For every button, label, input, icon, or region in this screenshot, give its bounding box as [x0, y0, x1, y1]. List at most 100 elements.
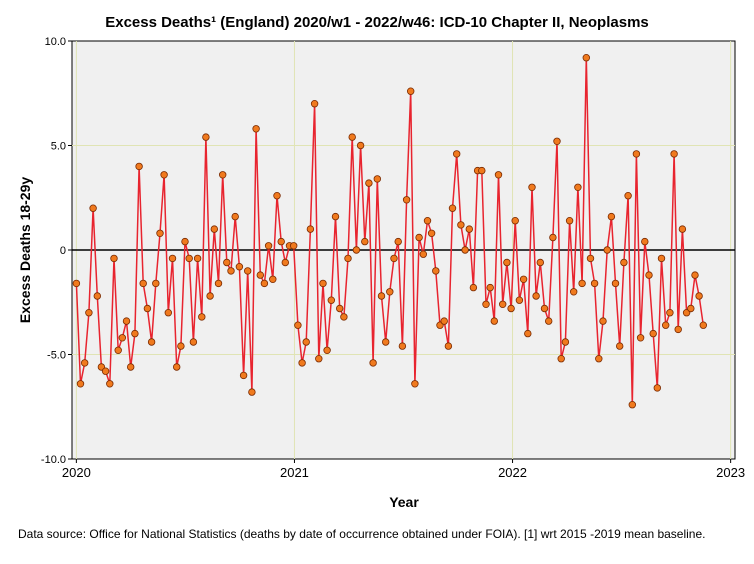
data-point [620, 258, 628, 267]
data-point [482, 300, 490, 308]
data-point [657, 254, 666, 263]
data-point [135, 162, 143, 171]
data-point [110, 254, 118, 263]
data-point [156, 229, 164, 237]
data-point [528, 183, 536, 191]
data-point [624, 191, 632, 200]
data-point [478, 166, 486, 175]
data-point [557, 355, 565, 363]
x-axis-label: Year [389, 494, 419, 510]
data-point [649, 329, 657, 338]
data-point [586, 254, 595, 263]
y-axis-label: Excess Deaths 18-29y [17, 177, 33, 324]
data-point [549, 233, 557, 242]
data-point [106, 380, 114, 388]
data-point [570, 288, 578, 296]
data-point [641, 237, 649, 246]
data-point [143, 304, 152, 313]
data-point [248, 388, 256, 396]
data-point [340, 313, 348, 321]
data-point [290, 242, 298, 250]
data-point [666, 309, 674, 317]
data-point [524, 329, 532, 338]
x-tick-label: 2022 [498, 465, 527, 480]
x-tick-label: 2021 [280, 465, 309, 480]
data-point [256, 271, 264, 279]
data-point [294, 321, 302, 329]
data-point [223, 258, 231, 267]
data-point [93, 292, 101, 300]
data-point [218, 171, 227, 179]
data-point [419, 250, 427, 258]
data-point [398, 342, 407, 350]
data-point [415, 233, 423, 242]
data-point [687, 304, 695, 313]
data-point [101, 367, 110, 375]
data-point [382, 338, 390, 346]
data-point [423, 216, 432, 225]
x-axis-ticks: 2020 2021 2022 2023 [62, 459, 745, 480]
data-point [361, 237, 369, 246]
data-point [695, 292, 703, 300]
data-point [674, 325, 682, 334]
data-point [532, 292, 540, 300]
data-point [185, 254, 193, 263]
data-point [210, 225, 218, 233]
data-point [561, 338, 570, 346]
data-point [386, 288, 394, 296]
data-point [691, 271, 699, 279]
data-point [269, 275, 277, 283]
data-point [457, 221, 465, 229]
data-point [152, 279, 160, 288]
data-point [122, 317, 131, 325]
data-point [80, 359, 89, 367]
data-point [231, 212, 239, 221]
data-point [377, 292, 386, 300]
x-tick-label: 2020 [62, 465, 91, 480]
data-point [331, 212, 340, 221]
data-point [76, 380, 85, 388]
data-point [72, 279, 81, 288]
data-point [490, 317, 498, 325]
y-tick-label: 5.0 [51, 141, 66, 153]
data-point [310, 99, 319, 108]
data-point [193, 254, 202, 263]
data-point [699, 321, 707, 329]
data-point [126, 363, 135, 371]
data-point [356, 141, 365, 150]
data-point [427, 229, 436, 237]
data-point [131, 329, 139, 338]
data-point [494, 171, 503, 179]
data-point [611, 279, 620, 288]
data-point [394, 237, 402, 246]
data-point [390, 254, 398, 263]
data-point [465, 225, 473, 233]
data-point [574, 183, 582, 191]
data-point [319, 279, 327, 288]
data-point [590, 279, 599, 288]
data-point [198, 313, 206, 321]
data-point [599, 317, 607, 325]
data-point [177, 342, 185, 350]
x-tick-label: 2023 [716, 465, 745, 480]
data-point [536, 258, 544, 267]
data-point [411, 380, 419, 388]
data-point [636, 334, 645, 342]
data-point [628, 401, 636, 409]
data-point [189, 338, 198, 346]
data-point [264, 242, 273, 250]
data-point [277, 237, 285, 246]
data-point [678, 225, 687, 233]
data-point [243, 267, 252, 275]
data-point [616, 342, 624, 350]
data-point [373, 175, 381, 183]
data-point [147, 338, 156, 346]
data-point [603, 246, 611, 254]
data-point [469, 283, 478, 292]
data-point [260, 279, 269, 288]
data-point [595, 355, 603, 363]
data-point [336, 304, 344, 313]
y-tick-label: -5.0 [47, 350, 66, 362]
data-point [302, 338, 310, 346]
data-point [298, 359, 306, 367]
